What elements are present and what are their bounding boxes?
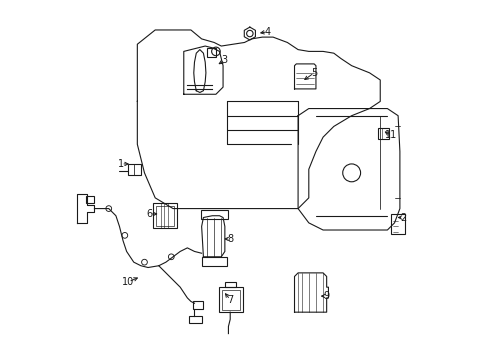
Bar xyxy=(153,203,176,228)
Bar xyxy=(201,210,227,219)
Text: 7: 7 xyxy=(226,295,233,305)
Bar xyxy=(85,196,94,203)
Bar xyxy=(156,206,173,226)
Bar xyxy=(189,316,201,323)
Text: 10: 10 xyxy=(122,277,134,287)
Bar xyxy=(219,287,242,312)
Bar xyxy=(128,164,141,175)
Bar xyxy=(201,257,226,266)
Text: 5: 5 xyxy=(310,68,317,78)
Text: 8: 8 xyxy=(227,234,233,244)
Bar xyxy=(206,48,216,57)
Bar xyxy=(192,301,203,309)
Text: 3: 3 xyxy=(222,55,227,65)
Text: 9: 9 xyxy=(323,291,329,301)
Bar xyxy=(222,290,240,310)
Bar xyxy=(378,128,388,139)
Text: 4: 4 xyxy=(264,27,270,37)
Text: 2: 2 xyxy=(400,212,406,222)
Text: 11: 11 xyxy=(384,130,396,140)
Bar xyxy=(390,214,405,234)
Text: 6: 6 xyxy=(146,209,153,219)
Text: 1: 1 xyxy=(118,159,124,169)
Bar xyxy=(224,282,235,287)
